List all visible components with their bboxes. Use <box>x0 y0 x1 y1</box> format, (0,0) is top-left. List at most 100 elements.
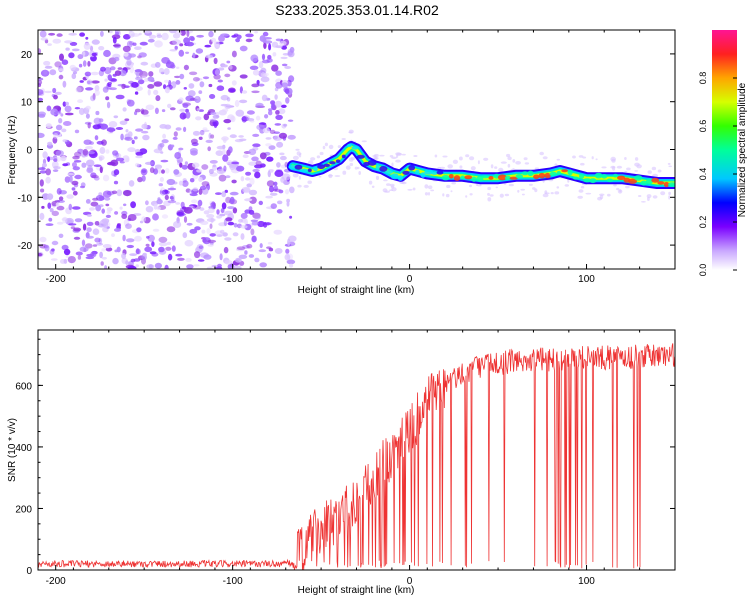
faint-speckle <box>542 156 548 160</box>
noise-speckle <box>140 168 148 176</box>
track-blob <box>424 169 434 175</box>
noise-speckle <box>121 213 128 219</box>
noise-speckle <box>254 31 258 34</box>
colorbar-tick-label: 0.4 <box>698 168 708 181</box>
faint-speckle <box>641 201 646 203</box>
noise-speckle <box>161 109 166 113</box>
noise-speckle <box>256 79 260 85</box>
noise-speckle <box>208 168 214 175</box>
noise-speckle <box>152 213 159 221</box>
noise-speckle <box>207 244 214 247</box>
faint-speckle <box>528 183 533 186</box>
noise-speckle <box>131 81 139 88</box>
noise-speckle <box>86 221 94 226</box>
faint-speckle <box>334 175 341 177</box>
noise-speckle <box>179 162 183 168</box>
track-blob <box>347 143 352 148</box>
noise-speckle <box>198 245 204 249</box>
noise-speckle <box>263 42 267 49</box>
noise-speckle <box>91 39 100 45</box>
noise-speckle <box>104 78 108 82</box>
faint-speckle <box>292 155 299 160</box>
noise-speckle <box>174 152 182 159</box>
track-blob <box>544 172 551 179</box>
track-blob <box>307 168 312 173</box>
faint-speckle <box>498 167 504 173</box>
noise-speckle <box>161 32 169 41</box>
track-blob <box>312 166 318 172</box>
noise-speckle <box>79 80 84 83</box>
noise-speckle <box>224 73 231 78</box>
track-blob <box>323 163 330 167</box>
noise-speckle <box>136 71 140 79</box>
noise-speckle <box>85 159 95 167</box>
noise-speckle <box>72 162 77 168</box>
faint-speckle <box>349 162 354 167</box>
noise-speckle <box>75 86 82 93</box>
noise-speckle <box>188 83 195 89</box>
snr-series-line <box>38 343 675 570</box>
faint-speckle <box>660 191 666 196</box>
noise-speckle <box>127 131 133 138</box>
noise-speckle <box>195 95 199 100</box>
noise-speckle <box>141 75 147 79</box>
faint-speckle <box>430 189 435 192</box>
colorbar-tick-label: 0.8 <box>698 72 708 85</box>
noise-speckle <box>103 220 109 229</box>
noise-speckle <box>219 253 223 261</box>
faint-speckle <box>626 167 631 171</box>
noise-speckle <box>158 241 168 247</box>
noise-speckle <box>186 222 193 226</box>
noise-speckle <box>211 201 215 206</box>
noise-speckle <box>289 215 293 219</box>
noise-speckle <box>45 123 52 129</box>
noise-speckle <box>126 40 133 48</box>
noise-speckle <box>53 133 59 139</box>
faint-speckle <box>452 159 458 164</box>
noise-speckle <box>195 48 204 54</box>
noise-speckle <box>251 156 259 162</box>
noise-speckle <box>201 181 210 187</box>
noise-speckle <box>275 45 283 49</box>
noise-speckle <box>236 165 245 172</box>
noise-speckle <box>225 175 231 179</box>
noise-speckle <box>279 152 285 156</box>
noise-speckle <box>130 201 137 209</box>
spec-x-tick-label: 100 <box>578 274 595 285</box>
spec-y-tick-label: 0 <box>26 146 32 157</box>
colorbar-label: Normalized spectral amplitude <box>737 82 748 217</box>
noise-speckle <box>216 209 220 215</box>
noise-speckle <box>209 111 217 116</box>
track-blob <box>294 164 303 170</box>
noise-speckle <box>155 61 161 68</box>
noise-speckle <box>101 256 107 260</box>
noise-speckle <box>92 93 96 100</box>
noise-speckle <box>161 189 170 195</box>
noise-speckle <box>61 59 69 65</box>
spectrogram-y-ticks: -20 -10 0 10 20 <box>18 29 675 270</box>
noise-speckle <box>110 159 119 167</box>
noise-speckle <box>40 69 50 77</box>
noise-speckle <box>60 113 64 117</box>
noise-speckle <box>259 262 268 268</box>
noise-speckle <box>287 50 295 58</box>
track-blob <box>509 176 518 180</box>
noise-speckle <box>205 139 213 143</box>
noise-speckle <box>235 257 242 263</box>
noise-speckle <box>91 80 100 84</box>
noise-speckle <box>226 97 231 102</box>
noise-speckle <box>100 30 104 37</box>
noise-speckle <box>241 90 248 94</box>
noise-speckle <box>199 129 205 136</box>
noise-speckle <box>166 226 176 233</box>
faint-speckle <box>328 144 334 150</box>
noise-speckle <box>108 87 117 91</box>
faint-speckle <box>636 164 642 169</box>
noise-speckle <box>255 160 262 166</box>
noise-speckle <box>286 259 296 265</box>
noise-speckle <box>258 61 264 69</box>
noise-speckle <box>64 176 71 183</box>
noise-speckle <box>91 174 99 179</box>
snr-background <box>38 330 675 570</box>
faint-speckle <box>512 159 516 163</box>
